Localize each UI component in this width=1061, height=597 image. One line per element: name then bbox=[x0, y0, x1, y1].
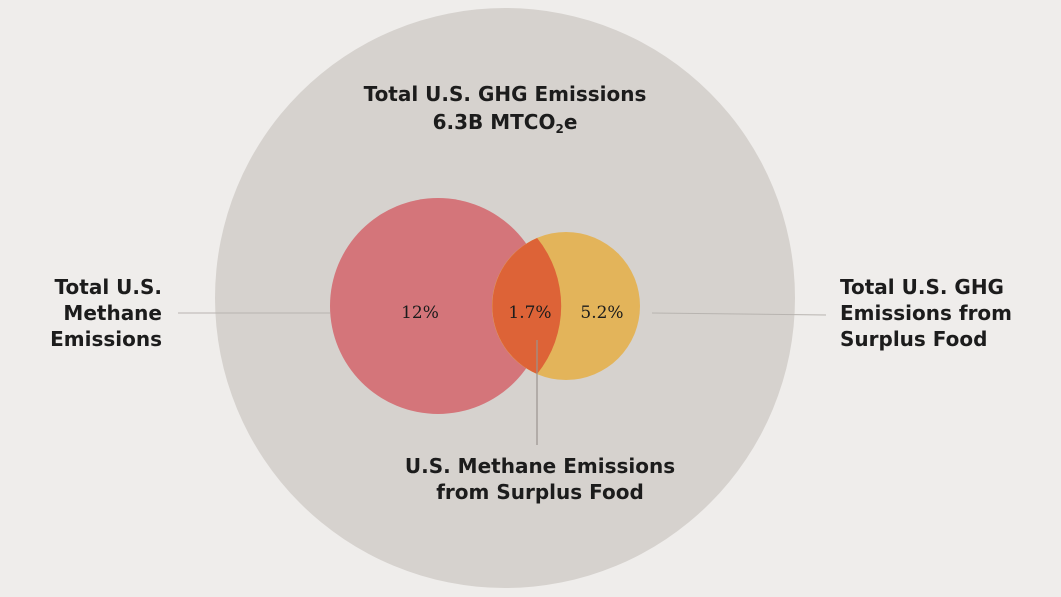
methane-share-value: 12% bbox=[401, 303, 439, 323]
surplus-food-share-value: 5.2% bbox=[580, 303, 624, 323]
overlap-region bbox=[492, 238, 562, 374]
surplus-food-leader-line bbox=[651, 312, 827, 316]
methane-circle bbox=[330, 198, 546, 414]
title-line-1: Total U.S. GHG Emissions bbox=[363, 82, 647, 106]
methane-total-label: Total U.S. Methane Emissions bbox=[50, 275, 162, 351]
title: Total U.S. GHG Emissions 6.3B MTCO2e bbox=[0, 81, 1010, 135]
title-line-2: 6.3B MTCO2e bbox=[432, 110, 578, 136]
overlap-share-value: 1.7% bbox=[508, 303, 552, 323]
methane-surplus-food-label: U.S. Methane Emissions from Surplus Food bbox=[404, 454, 676, 504]
ghg-surplus-food-label: Total U.S. GHG Emissions from Surplus Fo… bbox=[840, 275, 1013, 351]
